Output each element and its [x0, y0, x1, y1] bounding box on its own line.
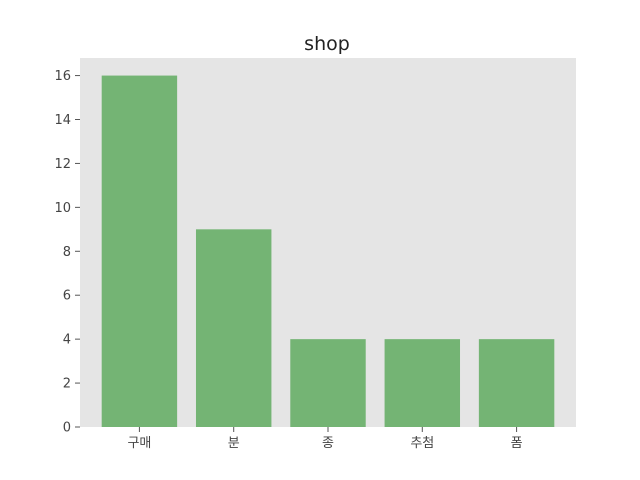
x-tick-label: 분: [228, 436, 240, 451]
x-tick-label: 구매: [127, 436, 151, 451]
y-tick-label: 8: [63, 245, 71, 260]
x-tick-label: 폼: [511, 436, 523, 451]
y-tick-label: 6: [63, 289, 71, 304]
chart-title: shop: [304, 33, 350, 55]
y-tick-label: 0: [63, 421, 71, 436]
x-tick-label: 추첨: [410, 436, 434, 451]
bars: [101, 75, 555, 428]
y-tick-label: 4: [63, 333, 71, 348]
y-axis: 0 2 4 6 8 10 12 14 16: [54, 69, 80, 436]
y-tick-label: 12: [54, 157, 71, 172]
bar: [384, 339, 461, 427]
y-tick-label: 16: [54, 69, 71, 84]
y-tick-label: 14: [54, 113, 71, 128]
x-tick-label: 종: [322, 436, 334, 451]
x-axis: 구매 분 종 추첨 폼: [127, 427, 523, 451]
y-tick-label: 10: [54, 201, 71, 216]
y-tick-label: 2: [63, 377, 71, 392]
bar: [101, 75, 178, 428]
bar: [478, 339, 555, 427]
bar: [195, 229, 272, 427]
bar: [290, 339, 366, 427]
